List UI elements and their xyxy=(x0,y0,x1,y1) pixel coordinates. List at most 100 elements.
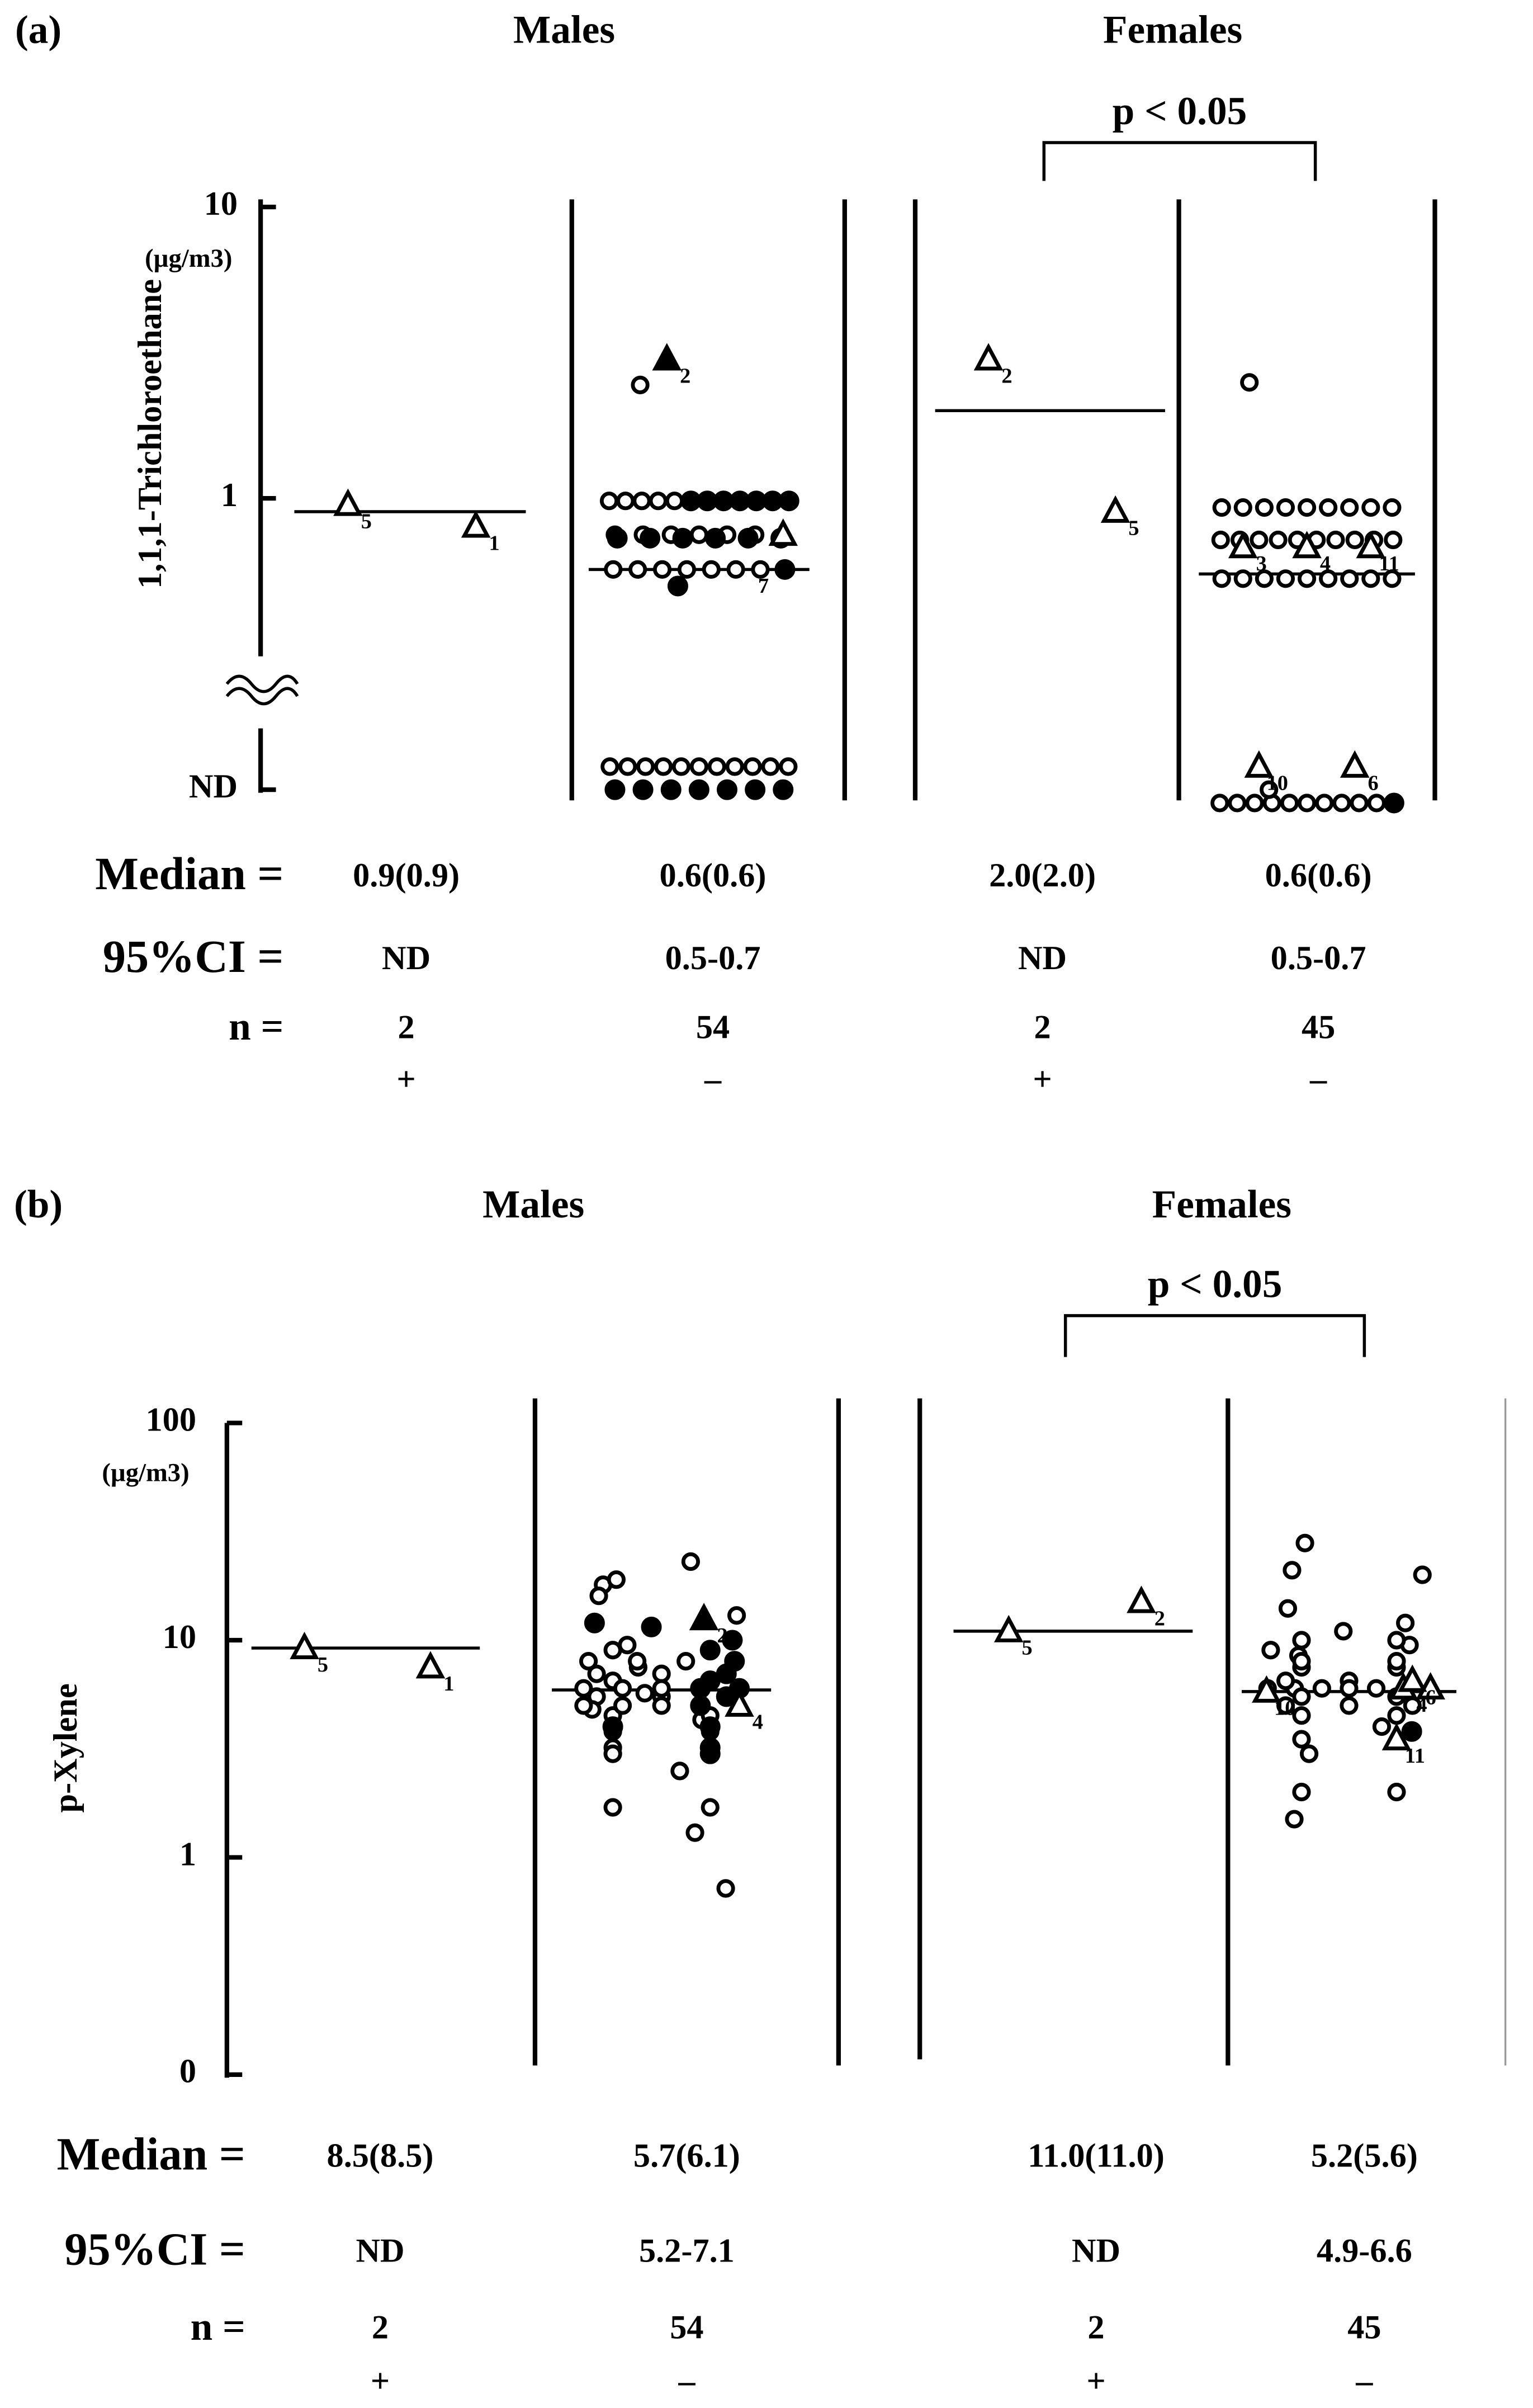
stat-ci: ND xyxy=(382,939,430,977)
point-label: 2 xyxy=(1155,1607,1165,1630)
filled-circle xyxy=(690,1695,711,1716)
open-circle xyxy=(1250,530,1269,550)
point-label: 2 xyxy=(680,364,690,388)
open-circle xyxy=(1212,498,1231,517)
filled-circle xyxy=(680,490,702,512)
point-label: 4 xyxy=(753,1711,763,1734)
point-label: 6 xyxy=(1426,1685,1436,1709)
open-circle xyxy=(604,560,623,579)
group-sign: + xyxy=(371,2363,390,2400)
filled-circle xyxy=(722,1630,743,1651)
open-circle xyxy=(579,1652,598,1671)
open-circle xyxy=(1292,1730,1311,1749)
open-triangle xyxy=(973,343,1004,371)
group-sign: – xyxy=(1309,1061,1327,1098)
open-circle xyxy=(1255,498,1274,517)
point-label: 6 xyxy=(1368,772,1379,795)
open-circle xyxy=(1295,1533,1314,1552)
open-circle xyxy=(1269,530,1288,550)
open-circle xyxy=(1361,569,1380,588)
filled-circle xyxy=(660,779,682,800)
open-circle xyxy=(652,1696,671,1715)
open-circle xyxy=(1383,569,1402,588)
row-label: n = xyxy=(229,1004,283,1049)
stat-median: 0.9(0.9) xyxy=(353,857,460,894)
group-sign: – xyxy=(1355,2363,1373,2400)
filled-circle xyxy=(737,527,759,549)
open-circle xyxy=(1260,780,1279,799)
open-circle xyxy=(1413,1565,1432,1584)
open-circle xyxy=(1210,794,1229,813)
open-circle xyxy=(652,1664,671,1683)
open-circle xyxy=(631,375,650,394)
open-triangle xyxy=(1340,750,1370,778)
stat-ci: ND xyxy=(1072,2232,1120,2270)
open-circle xyxy=(1292,1631,1311,1650)
row-label: Median = xyxy=(95,848,283,899)
open-circle xyxy=(652,1679,671,1698)
group-sign: – xyxy=(678,2363,695,2400)
group-header: Females xyxy=(1152,1182,1291,1226)
open-triangle xyxy=(1100,495,1130,523)
open-circle xyxy=(1350,794,1369,813)
open-circle xyxy=(574,1679,593,1698)
group-header: Males xyxy=(482,1182,584,1226)
stat-median: 2.0(2.0) xyxy=(989,857,1096,894)
stat-ci: 0.5-0.7 xyxy=(1271,939,1366,977)
filled-circle xyxy=(729,490,750,512)
point-label: 1 xyxy=(443,1672,454,1696)
open-circle xyxy=(654,757,673,776)
filled-circle xyxy=(705,527,726,549)
open-triangle xyxy=(461,510,491,538)
filled-circle xyxy=(607,527,628,549)
open-circle xyxy=(613,1679,632,1698)
open-circle xyxy=(1345,530,1364,550)
open-triangle xyxy=(1127,1585,1156,1613)
row-label: 95%CI = xyxy=(64,2224,245,2275)
point-label: 5 xyxy=(361,509,372,533)
open-circle xyxy=(1276,498,1295,517)
open-circle xyxy=(1297,498,1317,517)
filled-circle xyxy=(774,559,796,580)
axis-break xyxy=(225,687,299,706)
open-triangle xyxy=(333,488,363,516)
open-triangle xyxy=(1244,750,1274,778)
open-circle xyxy=(1387,1631,1406,1650)
open-circle xyxy=(1384,530,1403,550)
y-axis-label: p-Xylene xyxy=(47,1683,84,1812)
open-circle xyxy=(779,757,798,776)
open-circle xyxy=(677,560,697,579)
open-circle xyxy=(689,525,708,544)
open-triangle xyxy=(1397,1664,1427,1692)
stat-median: 11.0(11.0) xyxy=(1028,2137,1165,2175)
open-circle xyxy=(587,1664,606,1683)
filled-circle xyxy=(746,490,767,512)
open-circle xyxy=(652,560,672,579)
open-circle xyxy=(600,757,619,776)
panel: (a) Males Females p < 0.05 1,1,1-Trichloroet… xyxy=(15,8,1437,1098)
open-circle xyxy=(1276,1672,1295,1691)
y-axis-unit: (µg/m3) xyxy=(145,244,232,273)
open-circle xyxy=(574,1696,593,1715)
open-circle xyxy=(1332,794,1351,813)
open-circle xyxy=(649,492,668,511)
filled-circle xyxy=(716,779,738,800)
open-circle xyxy=(1233,498,1252,517)
group-header: Females xyxy=(1103,8,1242,52)
open-circle xyxy=(1315,794,1334,813)
open-circle xyxy=(1334,1622,1353,1641)
filled-circle xyxy=(672,527,693,549)
open-circle xyxy=(1396,1613,1415,1632)
open-circle xyxy=(1299,1744,1319,1763)
open-circle xyxy=(1326,530,1345,550)
open-circle xyxy=(726,560,745,579)
point-label: 3 xyxy=(1256,552,1267,575)
group-sign: + xyxy=(1086,2363,1105,2400)
point-label: 5 xyxy=(318,1653,328,1677)
open-circle xyxy=(613,1696,632,1715)
point-label: 10 xyxy=(1267,772,1288,795)
filled-circle xyxy=(604,779,626,800)
open-triangle xyxy=(1381,1722,1412,1750)
